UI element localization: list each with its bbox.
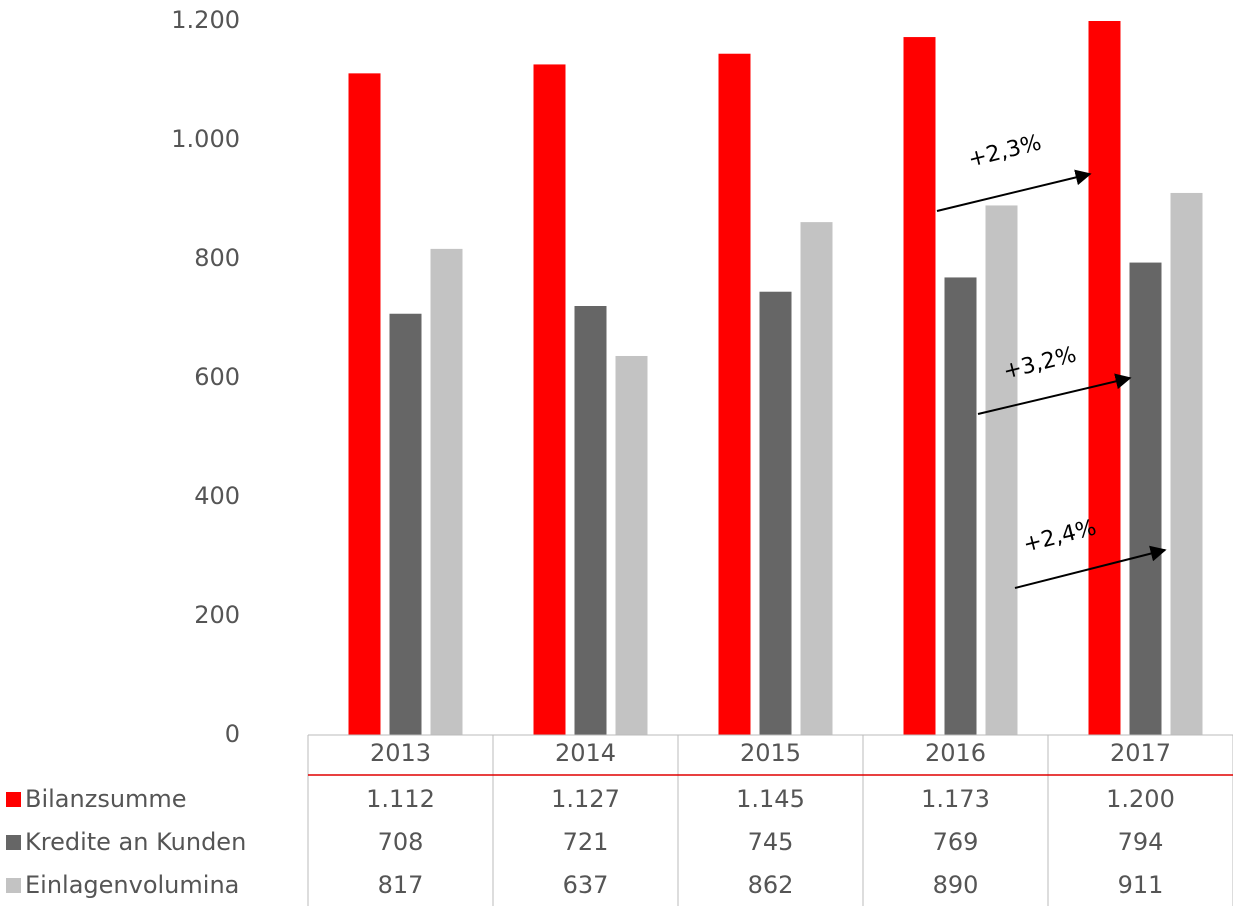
y-tick-label: 1.200 — [171, 6, 240, 34]
legend-swatch — [6, 878, 21, 893]
bar — [944, 277, 977, 735]
legend-swatch — [6, 835, 21, 850]
y-tick-label: 800 — [194, 244, 240, 272]
x-tick-label: 2017 — [1110, 739, 1171, 767]
bar — [903, 37, 936, 735]
bar — [800, 222, 833, 736]
legend-swatch — [6, 792, 21, 807]
arrow — [977, 373, 1132, 415]
x-tick-label: 2013 — [370, 739, 431, 767]
table-value: 1.200 — [1106, 785, 1175, 813]
bar — [574, 306, 607, 735]
legend-label: Einlagenvolumina — [25, 871, 239, 899]
legend-label: Bilanzsumme — [25, 785, 187, 813]
table-value: 1.145 — [736, 785, 805, 813]
table-value: 794 — [1118, 828, 1164, 856]
table-value: 721 — [563, 828, 609, 856]
x-tick-label: 2016 — [925, 739, 986, 767]
arrow — [936, 169, 1092, 212]
y-tick-label: 600 — [194, 363, 240, 391]
annotation: +2,3% — [966, 130, 1044, 172]
bar — [430, 248, 463, 735]
table-value: 637 — [563, 871, 609, 899]
arrow — [1014, 545, 1167, 589]
table-value: 1.112 — [366, 785, 435, 813]
table-value: 890 — [933, 871, 979, 899]
x-tick-label: 2015 — [740, 739, 801, 767]
y-tick-label: 1.000 — [171, 125, 240, 153]
x-tick-label: 2014 — [555, 739, 616, 767]
y-tick-label: 0 — [225, 720, 240, 748]
bar — [759, 291, 792, 735]
annotation: +2,4% — [1021, 515, 1099, 557]
table-value: 708 — [378, 828, 424, 856]
bar — [615, 355, 648, 735]
table-value: 1.127 — [551, 785, 620, 813]
bar — [1129, 262, 1162, 735]
bar — [1088, 21, 1121, 735]
table-value: 769 — [933, 828, 979, 856]
bar — [1170, 192, 1203, 735]
bar — [348, 73, 381, 736]
legend-label: Kredite an Kunden — [25, 828, 246, 856]
table-value: 911 — [1118, 871, 1164, 899]
table-value: 817 — [378, 871, 424, 899]
bar — [533, 64, 566, 735]
bar — [718, 53, 751, 736]
table-value: 862 — [748, 871, 794, 899]
bar — [985, 205, 1018, 735]
bar — [389, 313, 422, 735]
table-value: 1.173 — [921, 785, 990, 813]
y-tick-label: 400 — [194, 482, 240, 510]
y-tick-label: 200 — [194, 601, 240, 629]
table-value: 745 — [748, 828, 794, 856]
